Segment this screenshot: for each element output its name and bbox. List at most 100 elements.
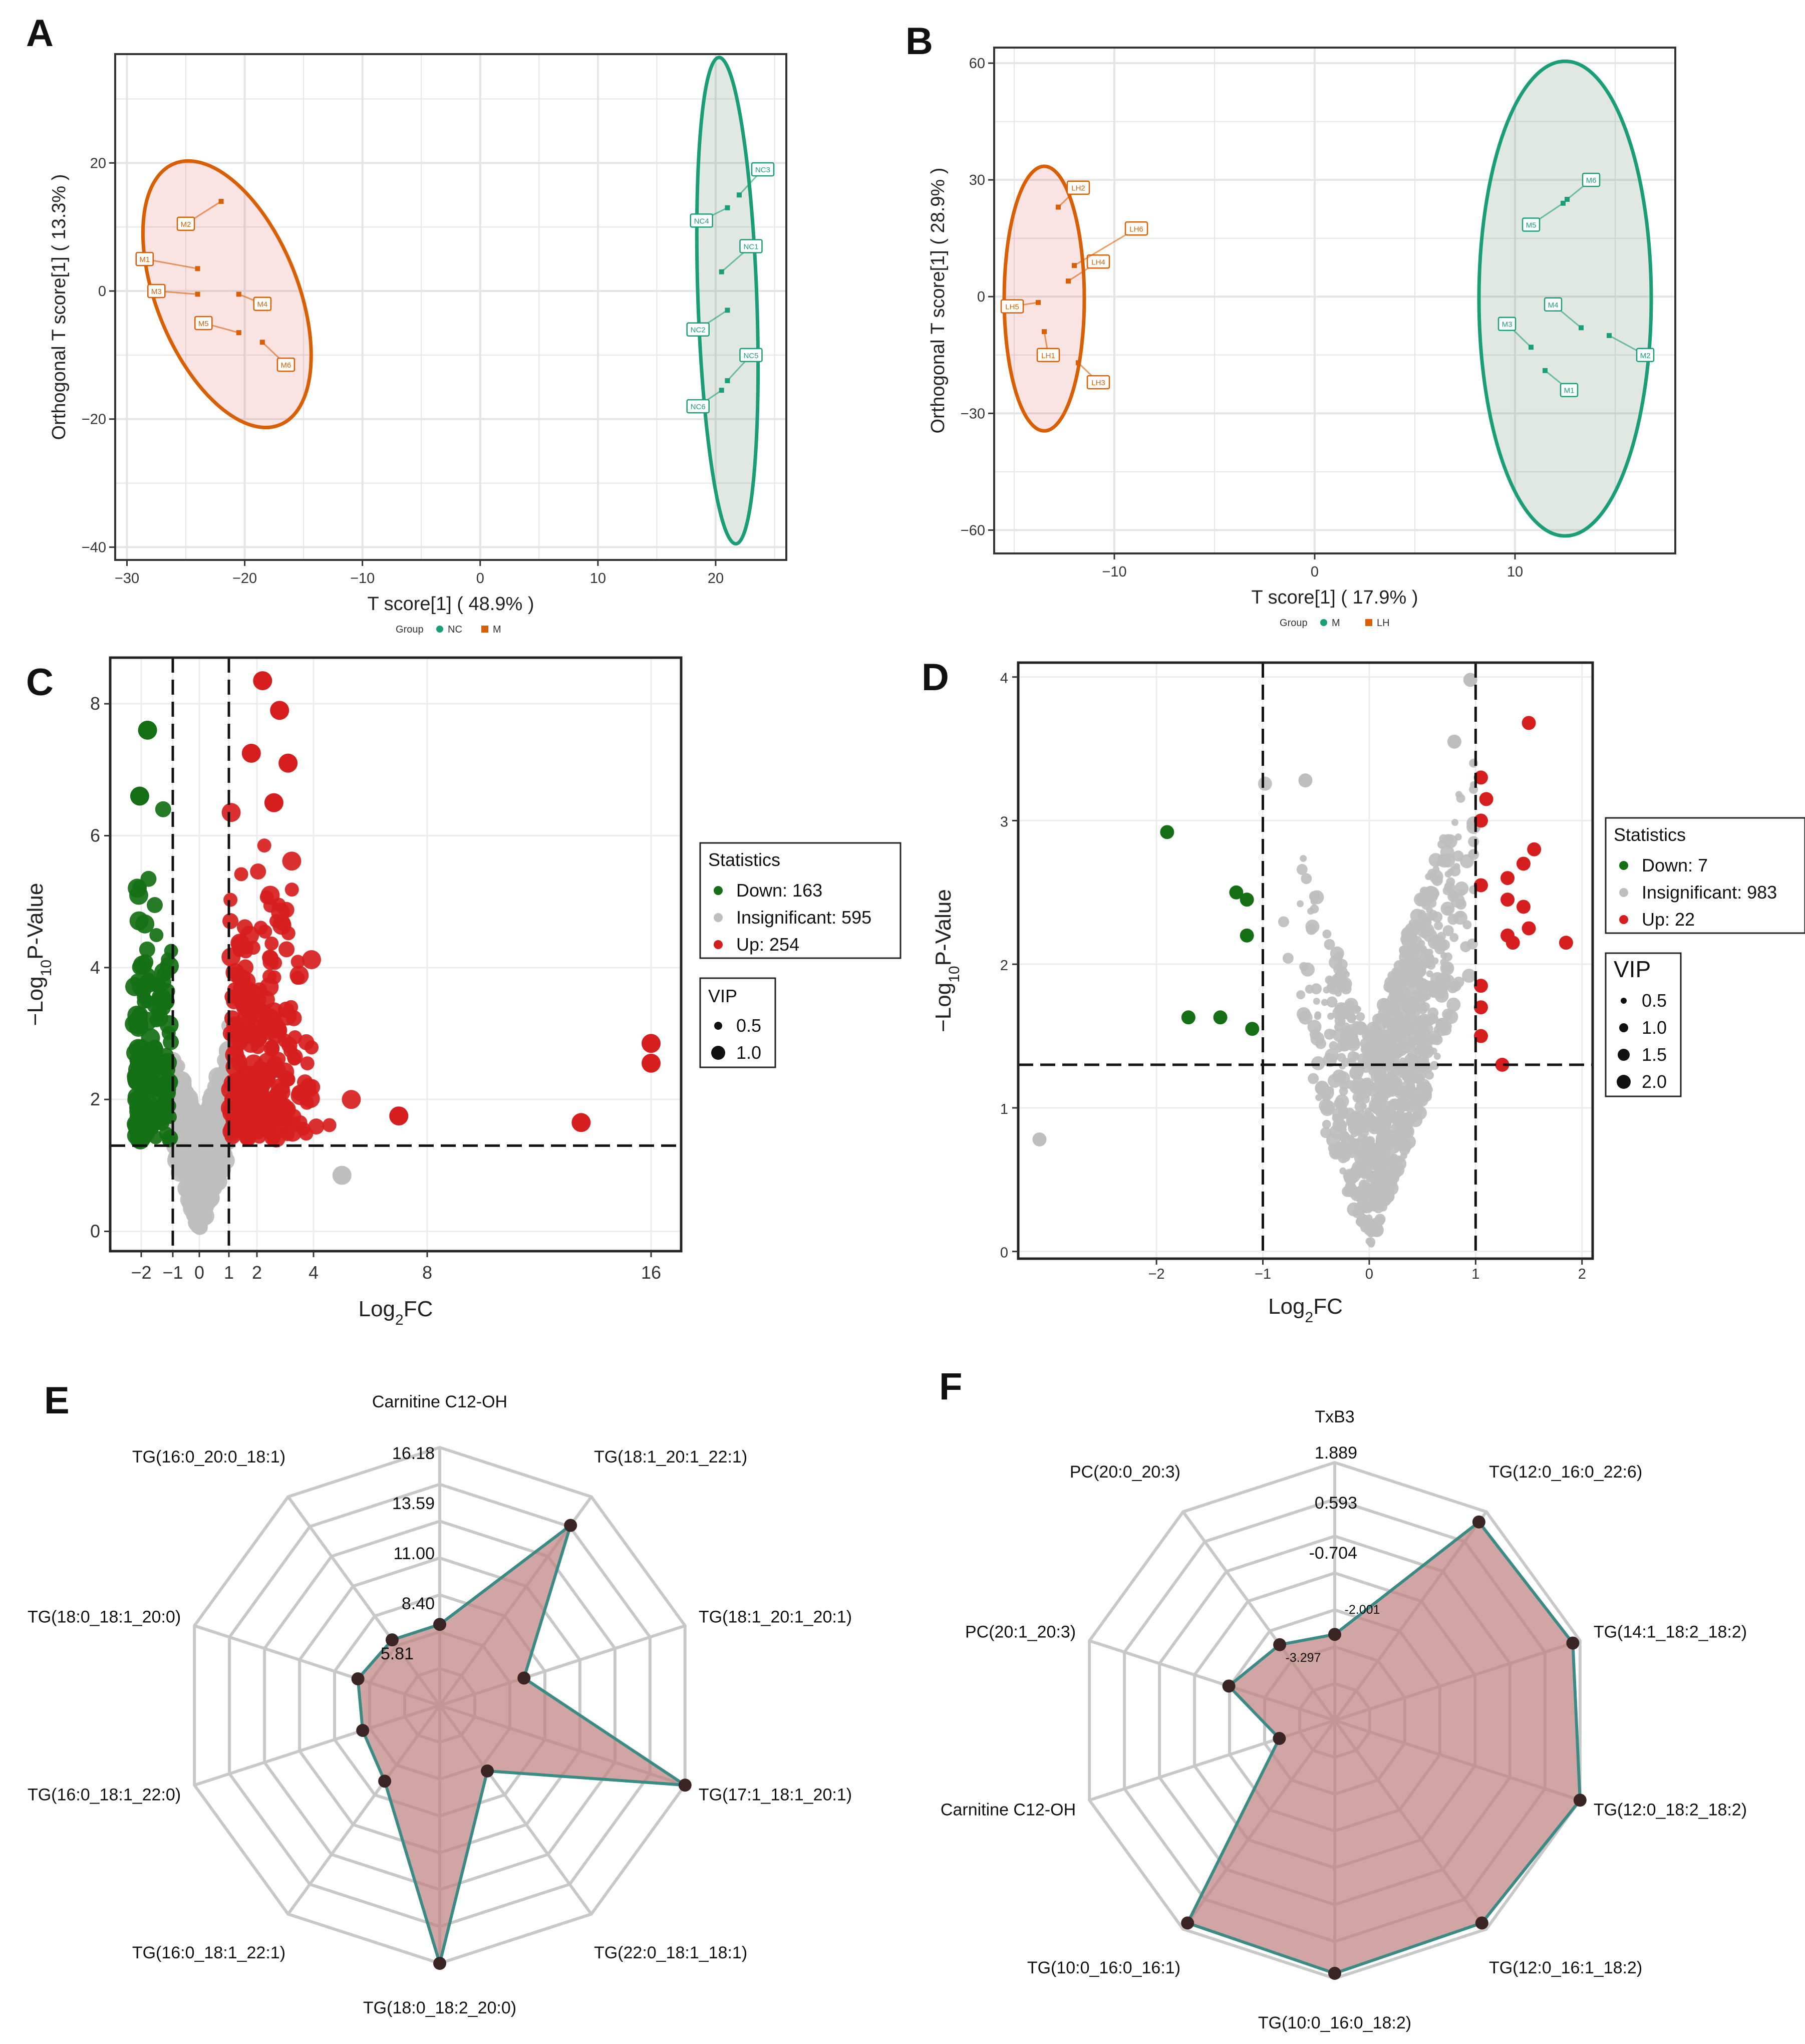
- data-point-insig: [1449, 933, 1459, 942]
- radar-axis-label: Carnitine C12-OH: [372, 1392, 507, 1411]
- data-point-up: [642, 1053, 661, 1073]
- data-point-insig: [1359, 1081, 1368, 1090]
- vip-entry: 0.5: [736, 1015, 761, 1036]
- data-point-insig: [178, 1130, 198, 1149]
- data-point-insig: [1309, 1029, 1321, 1040]
- data-point-down: [129, 911, 149, 931]
- vip-entry: 1.0: [736, 1042, 761, 1063]
- data-point-up: [1516, 900, 1531, 914]
- data-point-up: [226, 1103, 245, 1123]
- legend-title: Statistics: [1614, 824, 1686, 845]
- data-point: [1561, 200, 1566, 206]
- data-point-insig: [1301, 873, 1312, 885]
- data-point-up: [222, 913, 239, 930]
- data-point-up: [270, 701, 289, 720]
- data-point-insig: [1368, 1068, 1376, 1075]
- point-label: LH5: [1005, 303, 1019, 312]
- data-point-insig: [1425, 982, 1435, 992]
- data-point-insig: [1314, 1013, 1321, 1020]
- point-label-box: [135, 251, 154, 266]
- y-tick-label: −20: [82, 412, 106, 428]
- point-label-box: [1086, 375, 1110, 390]
- data-point-insig: [1428, 853, 1443, 867]
- point-label: LH4: [1091, 258, 1105, 266]
- radar-ring-label: 5.81: [381, 1644, 414, 1663]
- data-point-insig: [1371, 1183, 1379, 1190]
- x-axis-label: T score[1] ( 48.9% ): [368, 594, 534, 615]
- data-point-insig: [1355, 1168, 1363, 1176]
- data-point: [1529, 345, 1534, 350]
- point-label-box: [751, 162, 775, 177]
- data-point-insig: [1398, 1099, 1405, 1106]
- point-label-box: [1582, 172, 1601, 187]
- radar-ring-label: 16.18: [392, 1444, 435, 1463]
- data-point-insig: [1401, 999, 1415, 1013]
- x-tick-label: 16: [641, 1262, 661, 1283]
- data-point-insig: [1454, 833, 1462, 841]
- data-point-up: [241, 1099, 258, 1115]
- data-point-up: [257, 1118, 274, 1134]
- data-point-insig: [1326, 1133, 1341, 1147]
- data-point-insig: [1444, 1010, 1458, 1024]
- radar-axis-label: Carnitine C12-OH: [941, 1801, 1076, 1820]
- data-point-insig: [173, 1163, 188, 1178]
- data-point-insig: [1378, 1090, 1385, 1097]
- data-point-insig: [1379, 1145, 1388, 1155]
- data-point-down: [1245, 1022, 1260, 1036]
- data-point-insig: [1352, 1052, 1360, 1059]
- radar-point: [385, 1633, 399, 1647]
- data-point-insig: [1450, 980, 1461, 992]
- radar-ring-label: 1.889: [1315, 1443, 1357, 1463]
- data-point-up: [221, 803, 241, 822]
- data-point-insig: [1282, 953, 1294, 964]
- data-point-insig: [1311, 1056, 1325, 1070]
- x-tick-label: −1: [162, 1262, 183, 1283]
- data-point-insig: [1468, 849, 1479, 860]
- data-point-insig: [206, 1097, 220, 1111]
- data-point-up: [253, 671, 272, 691]
- plot-area: [1018, 663, 1593, 1259]
- point-label-box: [1086, 254, 1110, 269]
- point-label: M6: [1586, 176, 1597, 185]
- vip-swatch: [711, 1046, 725, 1060]
- data-point-up: [285, 1010, 302, 1026]
- radar-axis-label: TG(10:0_16:0_16:1): [1027, 1958, 1180, 1977]
- vip-legend-box: [1605, 952, 1682, 1097]
- plot-border: [1017, 661, 1594, 1260]
- radar-point: [1328, 1628, 1341, 1641]
- panel-c-volcano: −2 −1 0 1 2 4 8 1602468Log2FC−Log10P-ValueStati…: [23, 656, 901, 1328]
- vip-legend-title: VIP: [1614, 956, 1651, 982]
- radar-point: [1273, 1638, 1287, 1651]
- data-point-insig: [1296, 990, 1306, 1000]
- panel-d-volcano: −2 −1 0 1 2 0 1 2 3 4 Log2FC −Log10P-Value Statistic…: [931, 661, 1805, 1326]
- data-point-insig: [1417, 1081, 1432, 1096]
- data-point-up: [571, 1113, 591, 1132]
- x-tick-label: 0: [1365, 1266, 1373, 1282]
- data-point-insig: [1420, 931, 1428, 939]
- radar-axis-label: TG(22:0_18:1_18:1): [594, 1943, 747, 1962]
- data-point-up: [262, 949, 278, 966]
- x-tick-label: 4: [309, 1262, 319, 1283]
- group-ellipse-m: [1477, 59, 1653, 538]
- data-point-insig: [1456, 793, 1465, 803]
- radar-point: [1181, 1916, 1194, 1930]
- y-tick-label: 0: [1000, 1245, 1008, 1261]
- data-point-up: [1473, 813, 1488, 828]
- data-point-up: [1559, 936, 1573, 950]
- data-point-insig: [1360, 1172, 1368, 1180]
- data-point-up: [231, 1055, 248, 1072]
- data-point-up: [244, 984, 263, 1004]
- data-point-insig: [1407, 1073, 1418, 1084]
- data-point-insig: [191, 1219, 208, 1235]
- radar-ring-label: 13.59: [392, 1494, 435, 1513]
- data-point-insig: [1376, 998, 1391, 1012]
- data-point-down: [161, 952, 175, 967]
- data-point-up: [1500, 871, 1515, 886]
- data-point-up: [278, 941, 295, 958]
- data-point-up: [231, 935, 250, 955]
- vip-swatch: [1619, 1023, 1628, 1032]
- data-point-insig: [213, 1068, 227, 1082]
- data-point-insig: [1440, 959, 1447, 966]
- data-point-up: [1473, 979, 1488, 993]
- legend-entry: M: [493, 624, 501, 635]
